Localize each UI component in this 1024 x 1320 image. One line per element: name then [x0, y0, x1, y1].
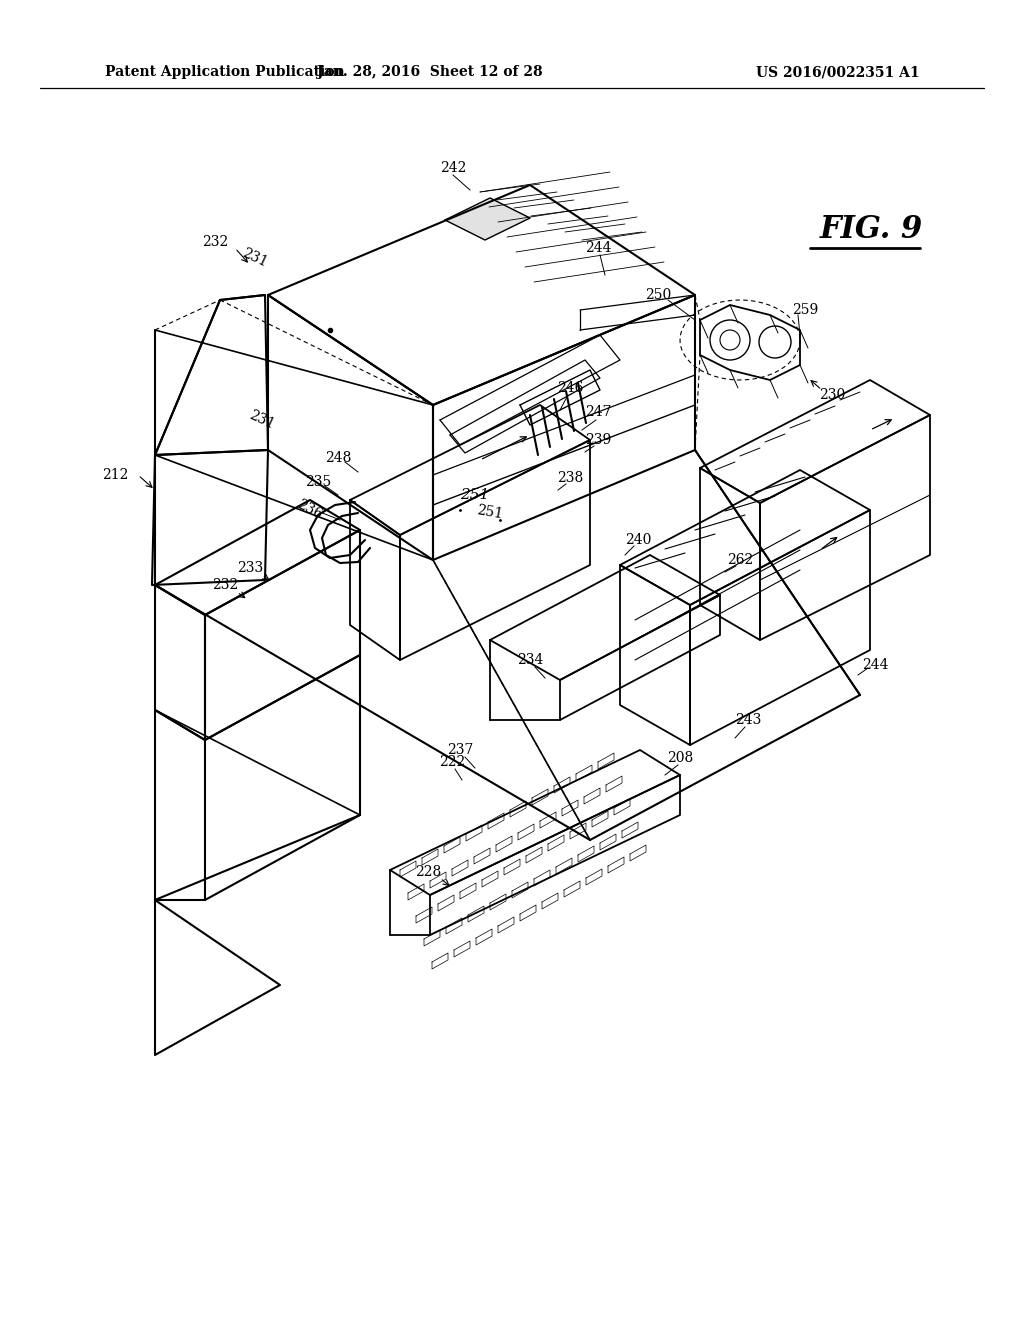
Text: 250: 250	[645, 288, 671, 302]
Text: 232: 232	[202, 235, 228, 249]
Text: 240: 240	[625, 533, 651, 546]
Text: 262: 262	[727, 553, 753, 568]
Text: Jan. 28, 2016  Sheet 12 of 28: Jan. 28, 2016 Sheet 12 of 28	[317, 65, 543, 79]
Text: 242: 242	[440, 161, 466, 176]
Polygon shape	[445, 198, 530, 240]
Text: 208: 208	[667, 751, 693, 766]
Text: 231: 231	[247, 408, 276, 432]
Text: 230: 230	[819, 388, 845, 403]
Text: US 2016/0022351 A1: US 2016/0022351 A1	[757, 65, 920, 79]
Text: 243: 243	[735, 713, 761, 727]
Text: 248: 248	[325, 451, 351, 465]
Text: 244: 244	[585, 242, 611, 255]
Text: 251: 251	[461, 488, 489, 502]
Text: 247: 247	[585, 405, 611, 418]
Text: 212: 212	[101, 469, 128, 482]
Text: 231: 231	[240, 246, 270, 269]
Text: 246: 246	[557, 381, 584, 395]
Text: 228: 228	[415, 865, 441, 879]
Text: 251: 251	[476, 503, 504, 521]
Text: 239: 239	[585, 433, 611, 447]
Text: 244: 244	[862, 657, 888, 672]
Text: 238: 238	[557, 471, 583, 484]
Text: 232: 232	[212, 578, 239, 591]
Text: 235: 235	[305, 475, 331, 488]
Text: Patent Application Publication: Patent Application Publication	[105, 65, 345, 79]
Text: 237: 237	[446, 743, 473, 756]
Text: 236: 236	[295, 498, 325, 523]
Text: 234: 234	[517, 653, 543, 667]
Text: FIG. 9: FIG. 9	[820, 214, 924, 246]
Text: 222: 222	[439, 755, 465, 770]
Text: 233: 233	[237, 561, 263, 576]
Text: 259: 259	[792, 304, 818, 317]
